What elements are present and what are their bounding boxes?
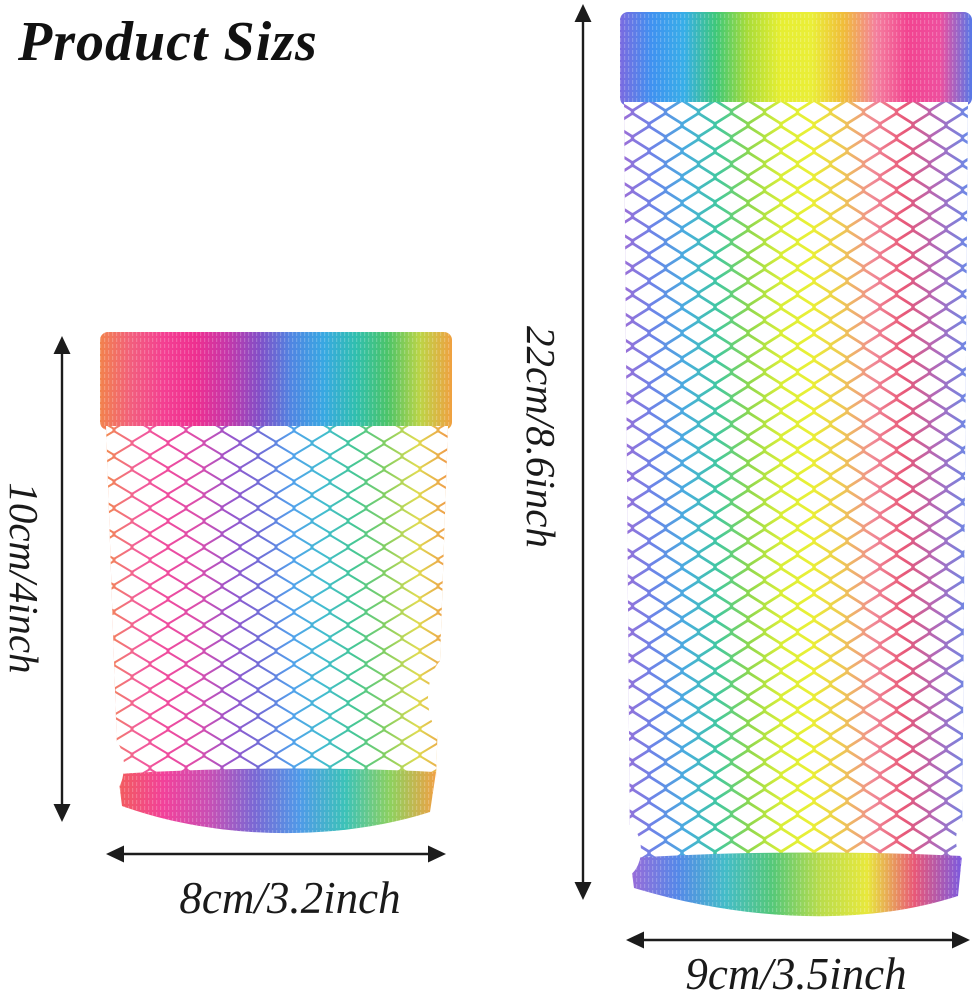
small-glove-width-arrow [106, 845, 446, 863]
page-title: Product Sizs [18, 11, 318, 73]
small-glove-width-label: 8cm/3.2inch [179, 873, 401, 923]
large-glove-thumb-hole [616, 823, 641, 877]
large-glove-height-label: 22cm/8.6inch [518, 325, 564, 549]
small-glove-height-arrow [53, 336, 71, 822]
large-glove-fishnet [624, 102, 968, 860]
large-glove-cuff [620, 12, 972, 106]
small-glove-height-label: 10cm/4inch [1, 482, 47, 674]
small-glove-fishnet [106, 426, 448, 778]
large-glove-width-label: 9cm/3.5inch [685, 949, 907, 999]
small-glove-thumb-hole [428, 654, 456, 742]
large-glove-width-arrow [626, 931, 970, 949]
large-glove-side-notch [956, 817, 976, 863]
large-glove-image [616, 12, 976, 917]
large-glove-band [630, 852, 962, 917]
large-glove-height-arrow [574, 4, 592, 900]
small-glove-cuff [100, 332, 452, 430]
small-glove-side-notch [96, 734, 124, 798]
small-glove-band [118, 768, 436, 834]
small-glove-image [96, 332, 456, 834]
